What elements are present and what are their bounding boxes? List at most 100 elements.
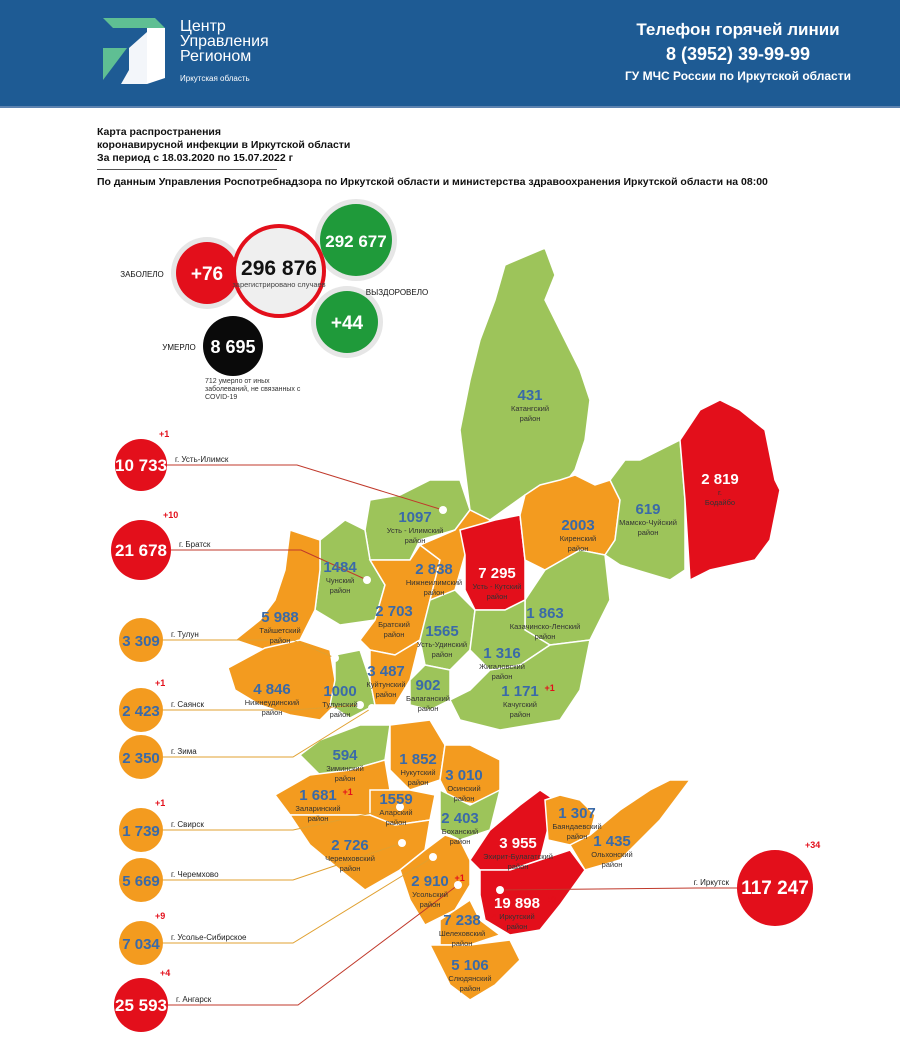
region-shape[interactable] — [479, 849, 586, 936]
summary-bubbles: +76 ЗАБОЛЕЛО 292 677 +44 ВЫЗДОРОВЕЛО 296… — [120, 199, 428, 376]
title-line: Карта распространения — [97, 126, 222, 138]
region-value: 5 988 — [261, 609, 299, 626]
region-name: Аларский — [379, 808, 412, 817]
region-name: район — [567, 832, 588, 841]
region-shape[interactable] — [679, 399, 781, 582]
region-value: 1559 — [379, 791, 412, 808]
region-name: Мамско-Чуйский — [619, 518, 677, 527]
title-period: За период с 18.03.2020 по 15.07.2022 г — [97, 152, 293, 164]
city-dot — [363, 576, 371, 584]
region-shape[interactable] — [568, 779, 692, 871]
region-shape[interactable] — [603, 438, 686, 581]
region-value: 1 852 — [399, 751, 437, 768]
infected-label: ЗАБОЛЕЛО — [120, 270, 164, 279]
region-name: район — [454, 794, 475, 803]
region-name: район — [508, 862, 529, 871]
region-value: 5 106 — [451, 957, 489, 974]
connector-line — [163, 639, 336, 659]
city-dot — [356, 701, 364, 709]
region-value: 1 863 — [526, 605, 564, 622]
region-shape[interactable] — [448, 639, 591, 731]
region-name: Осинский — [447, 784, 480, 793]
region-name: район — [308, 814, 329, 823]
region-name: район — [262, 708, 283, 717]
region-name: Нижнеилимский — [406, 578, 462, 587]
region-name: Ольхонский — [591, 850, 632, 859]
city-bubble[interactable] — [119, 858, 163, 902]
total-caption: зарегистрировано случаев — [232, 280, 325, 289]
died-bubble — [203, 316, 263, 376]
city-value: 3 309 — [122, 633, 160, 650]
region-name: г. — [718, 488, 722, 497]
region-name: Усольский — [412, 890, 448, 899]
city-bubble[interactable] — [119, 618, 163, 662]
region-name: Слюдянский — [448, 974, 491, 983]
city-value: 5 669 — [122, 873, 160, 890]
region-shape[interactable] — [399, 834, 471, 926]
logo-line: Центр — [180, 18, 226, 35]
hotline-phone[interactable]: 8 (3952) 39-99-99 — [665, 44, 811, 64]
region-shape[interactable] — [544, 794, 596, 846]
city-bubble[interactable] — [119, 688, 163, 732]
region-value: 1097 — [398, 509, 431, 526]
region-name: Нижнеудинский — [245, 698, 299, 707]
city-value: 7 034 — [122, 936, 160, 953]
region-name: Черемховский — [325, 854, 375, 863]
logo-line: Управления — [180, 33, 269, 50]
infected-delta-bubble — [176, 242, 238, 304]
city-bubble[interactable] — [111, 520, 171, 580]
city-delta: +10 — [163, 510, 178, 520]
city-bubble[interactable] — [119, 921, 163, 965]
region-value: 2 838 — [415, 561, 453, 578]
city-bubble[interactable] — [737, 850, 813, 926]
city-name: г. Иркутск — [694, 878, 730, 887]
region-name: Жигаловский — [479, 662, 525, 671]
region-name: Чунский — [326, 576, 354, 585]
city-dot — [496, 886, 504, 894]
region-name: Качугский — [503, 700, 537, 709]
connector-line — [163, 842, 403, 881]
region-name: район — [510, 710, 531, 719]
region-value: 1 171 — [501, 683, 539, 700]
city-value: 2 423 — [122, 703, 160, 720]
region-name: район — [568, 544, 589, 553]
logo-subtitle: Иркутская область — [180, 74, 250, 83]
died-label: УМЕРЛО — [162, 343, 195, 352]
region-shape[interactable] — [409, 664, 451, 711]
region-value: 2 819 — [701, 471, 739, 488]
region-value: 2003 — [561, 517, 594, 534]
recovered-delta-bubble — [316, 291, 378, 353]
region-name: район — [330, 586, 351, 595]
city-bubble[interactable] — [114, 978, 168, 1032]
city-bubble[interactable] — [115, 439, 167, 491]
region-shape[interactable] — [329, 649, 376, 719]
city-delta: +1 — [155, 798, 165, 808]
logo-icon — [103, 18, 165, 84]
city-bubble[interactable] — [119, 735, 163, 779]
region-name: район — [638, 528, 659, 537]
region-value: 1565 — [425, 623, 458, 640]
region-shape[interactable] — [369, 638, 422, 706]
city-value: 1 739 — [122, 823, 160, 840]
region-value: 1 316 — [483, 645, 521, 662]
logo-title: Центр Управления Регионом — [180, 18, 269, 65]
region-name: Усть - Кутский — [473, 582, 522, 591]
region-value: 1 435 — [593, 833, 631, 850]
city-dot — [368, 704, 376, 712]
region-delta: +4 — [487, 912, 497, 922]
region-name: район — [460, 984, 481, 993]
region-shape[interactable] — [419, 589, 476, 671]
city-markers: 10 733 г. Усть-Илимск +1 21 678 г. Братск +10… — [111, 429, 820, 1032]
city-dot — [439, 506, 447, 514]
connector-line — [163, 707, 373, 758]
region-value: 2 403 — [441, 810, 479, 827]
connector-line — [499, 887, 737, 891]
region-delta: +1 — [455, 873, 465, 883]
region-name: Бодайбо — [705, 498, 735, 507]
city-bubble[interactable] — [119, 808, 163, 852]
region-shape[interactable] — [428, 939, 521, 1001]
connector-line — [168, 884, 459, 1006]
region-value: 902 — [415, 677, 440, 694]
connector-line — [163, 806, 401, 831]
